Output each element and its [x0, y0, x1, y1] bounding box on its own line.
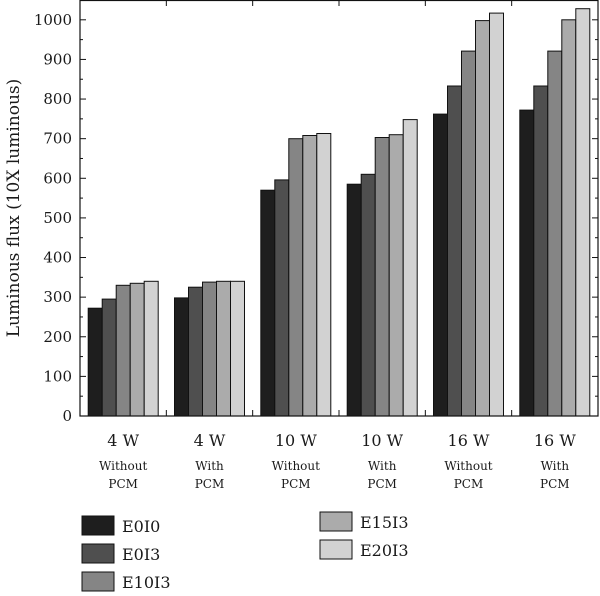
legend-swatch-e10i3: [81, 571, 115, 592]
y-tick-label: 700: [43, 130, 72, 148]
bar-e0i3-1: [101, 298, 117, 417]
x-category-sublabel: PCM: [281, 477, 311, 491]
y-tick-label: 600: [43, 169, 72, 187]
y-tick-label: 900: [43, 50, 72, 68]
bar-e0i3-6: [533, 85, 549, 417]
bar-e20i3-5: [489, 12, 504, 417]
bar-e10i3-5: [461, 50, 476, 417]
bar-e15i3-1: [129, 282, 145, 417]
legend-swatch-e0i0: [81, 515, 115, 536]
bar-e10i3-2: [202, 281, 217, 417]
x-category-sublabel: PCM: [108, 477, 138, 491]
legend-swatch-e0i3: [81, 543, 115, 564]
x-category-label: 16 W: [448, 431, 490, 450]
bar-e0i3-3: [274, 179, 290, 417]
bar-e10i3-4: [374, 137, 390, 417]
bar-e0i0-6: [519, 109, 535, 417]
bar-e15i3-6: [561, 19, 577, 417]
bar-e0i3-5: [447, 85, 462, 417]
x-category-sublabel: Without: [272, 459, 320, 473]
bar-e15i3-5: [475, 20, 490, 417]
x-category-sublabel: With: [368, 459, 397, 473]
bar-e0i0-2: [174, 297, 189, 417]
x-category-label: 16 W: [534, 431, 576, 450]
bar-e10i3-6: [547, 50, 563, 417]
x-category-label: 10 W: [275, 431, 317, 450]
legend-label-e20i3: E20I3: [360, 541, 409, 560]
y-tick-label: 200: [43, 328, 72, 346]
bar-e20i3-6: [575, 8, 591, 417]
legend-label-e10i3: E10I3: [122, 573, 171, 592]
x-category-label: 4 W: [107, 431, 139, 450]
x-category-sublabel: Without: [99, 459, 147, 473]
bar-e0i0-4: [346, 183, 362, 417]
plot-area: 0 100 200 300 400 500 600 700 800 900 1000 4 W Witho…: [34, 0, 599, 491]
bar-e20i3-1: [143, 280, 159, 417]
x-category-sublabel: PCM: [195, 477, 225, 491]
x-category-sublabel: PCM: [367, 477, 397, 491]
bar-e0i0-3: [260, 189, 276, 417]
x-category-label: 10 W: [361, 431, 403, 450]
x-category-sublabel: With: [195, 459, 224, 473]
y-tick-label: 100: [43, 367, 72, 385]
bar-e0i3-4: [360, 173, 376, 417]
bar-e15i3-2: [216, 280, 231, 417]
x-category-sublabel: PCM: [454, 477, 484, 491]
legend-label-e0i0: E0I0: [122, 517, 160, 536]
x-category-sublabel: With: [541, 459, 570, 473]
bar-e15i3-4: [388, 134, 404, 417]
y-tick-label: 800: [43, 90, 72, 108]
bar-e10i3-1: [115, 284, 131, 417]
legend-label-e0i3: E0I3: [122, 545, 160, 564]
bar-e15i3-3: [302, 135, 318, 417]
bar-e10i3-3: [288, 138, 304, 417]
legend-label-e15i3: E15I3: [360, 513, 409, 532]
bar-e20i3-3: [316, 133, 332, 417]
x-category-sublabel: PCM: [540, 477, 570, 491]
x-category-label: 4 W: [194, 431, 226, 450]
bar-e20i3-4: [402, 119, 418, 417]
y-tick-label: 0: [62, 407, 72, 425]
y-axis-title: Luminous flux (10X luminous): [4, 79, 24, 338]
y-tick-label: 300: [43, 288, 72, 306]
y-tick-label: 400: [43, 249, 72, 267]
bar-e0i3-2: [188, 286, 203, 417]
bar-e20i3-2: [230, 280, 245, 417]
legend-swatch-e15i3: [319, 511, 353, 532]
x-category-sublabel: Without: [444, 459, 492, 473]
bar-e0i0-1: [87, 307, 103, 417]
y-tick-label: 1000: [34, 11, 72, 29]
legend-swatch-e20i3: [319, 539, 353, 560]
bar-e0i0-5: [433, 113, 448, 417]
legend: E0I0 E0I3 E10I3 E15I3 E20I3: [81, 511, 409, 592]
y-tick-label: 500: [43, 209, 72, 227]
